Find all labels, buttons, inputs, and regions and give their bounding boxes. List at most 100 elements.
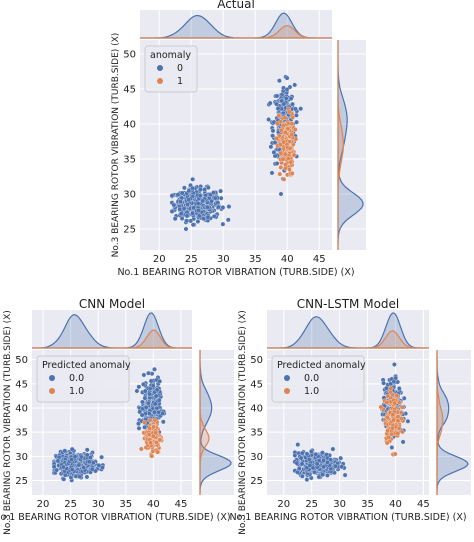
data-point <box>395 414 401 420</box>
data-point <box>172 216 178 222</box>
data-point <box>218 188 223 194</box>
y-tick-label: 45 <box>15 379 28 390</box>
data-point <box>400 439 406 445</box>
data-point <box>100 465 105 470</box>
data-point <box>280 156 286 162</box>
series-1.0 <box>378 385 406 457</box>
data-point <box>186 197 192 203</box>
data-point <box>283 95 289 101</box>
data-point <box>156 409 161 415</box>
legend-label: 1.0 <box>304 386 319 397</box>
data-point <box>62 448 68 454</box>
data-point <box>79 454 84 460</box>
y-axis-label: No.3 BEARING ROTOR VIBRATION (TURB.SIDE)… <box>238 310 248 535</box>
data-point <box>96 463 102 468</box>
data-point <box>148 378 154 384</box>
data-point <box>269 170 275 176</box>
data-point <box>215 200 221 205</box>
data-point <box>321 458 326 463</box>
chart-panel-2: 20 25 30 35 40 45 25 30 35 40 45 50 No.1 BEARING ROT… <box>0 297 234 535</box>
x-tick-label: 45 <box>175 499 188 510</box>
data-point <box>274 161 280 166</box>
data-point <box>51 464 57 470</box>
y-tick-label: 30 <box>250 452 263 463</box>
x-tick-label: 20 <box>153 254 166 265</box>
data-point <box>378 404 384 410</box>
top-kde-0.0 <box>267 312 429 349</box>
top-marginal-area <box>140 10 332 38</box>
data-point <box>216 204 221 210</box>
data-point <box>274 136 280 141</box>
data-point <box>281 101 287 107</box>
data-point <box>282 151 288 157</box>
data-point <box>293 106 298 112</box>
data-point <box>225 217 231 223</box>
y-tick-label: 30 <box>15 452 28 463</box>
right-kde-1.0 <box>436 350 444 495</box>
data-point <box>136 384 142 390</box>
data-point <box>72 454 78 460</box>
legend-label: 1 <box>177 76 183 87</box>
data-point <box>142 420 147 425</box>
data-point <box>291 152 297 158</box>
y-tick-label: 45 <box>123 85 136 96</box>
data-point <box>288 159 294 165</box>
y-axis-label: No.3 BEARING ROTOR VIBRATION (TURB.SIDE)… <box>3 310 13 535</box>
data-point <box>147 386 153 391</box>
data-point <box>154 440 159 445</box>
x-axis-label: No.1 BEARING ROTOR VIBRATION (TURB.SIDE)… <box>229 512 466 523</box>
data-point <box>287 109 292 115</box>
data-point <box>294 119 299 125</box>
data-point <box>86 459 92 465</box>
data-point <box>320 450 325 456</box>
data-point <box>211 213 217 219</box>
data-point <box>393 375 399 381</box>
data-point <box>339 464 345 470</box>
data-point <box>190 185 195 191</box>
x-tick-label: 30 <box>92 499 105 510</box>
x-tick-label: 35 <box>119 499 132 510</box>
data-point <box>281 139 287 145</box>
data-point <box>148 440 153 446</box>
data-point <box>226 204 232 209</box>
y-tick-label: 35 <box>250 428 263 439</box>
data-point <box>202 187 207 192</box>
right-kde-1 <box>337 40 345 250</box>
right-kde-0.0 <box>199 350 232 495</box>
data-point <box>271 149 277 155</box>
data-point <box>141 381 146 387</box>
data-point <box>150 383 156 389</box>
x-tick-label: 35 <box>249 254 262 265</box>
data-point <box>155 449 160 455</box>
data-point <box>277 78 282 84</box>
y-tick-label: 35 <box>123 155 136 166</box>
data-point <box>292 82 298 88</box>
data-point <box>277 171 283 177</box>
chart-title: CNN-LSTM Model <box>297 297 400 311</box>
y-tick-label: 40 <box>123 120 136 131</box>
data-point <box>278 127 284 133</box>
data-point <box>137 409 143 415</box>
data-point <box>389 445 395 450</box>
data-point <box>87 455 93 460</box>
series-0.0 <box>51 366 167 483</box>
data-point <box>390 412 396 418</box>
data-point <box>220 221 226 227</box>
data-point <box>299 450 305 456</box>
x-tick-label: 25 <box>185 254 198 265</box>
data-point <box>278 165 284 170</box>
data-point <box>282 129 288 135</box>
data-point <box>69 457 74 462</box>
data-point <box>149 453 154 459</box>
legend-label: 0.0 <box>304 373 319 384</box>
data-point <box>266 117 271 122</box>
data-point <box>195 219 201 224</box>
data-point <box>384 440 390 446</box>
data-point <box>190 176 196 182</box>
y-tick-label: 50 <box>250 355 263 366</box>
data-point <box>147 417 153 423</box>
x-tick-label: 45 <box>313 254 326 265</box>
data-point <box>392 362 397 367</box>
data-point <box>396 386 402 391</box>
data-point <box>287 139 292 144</box>
